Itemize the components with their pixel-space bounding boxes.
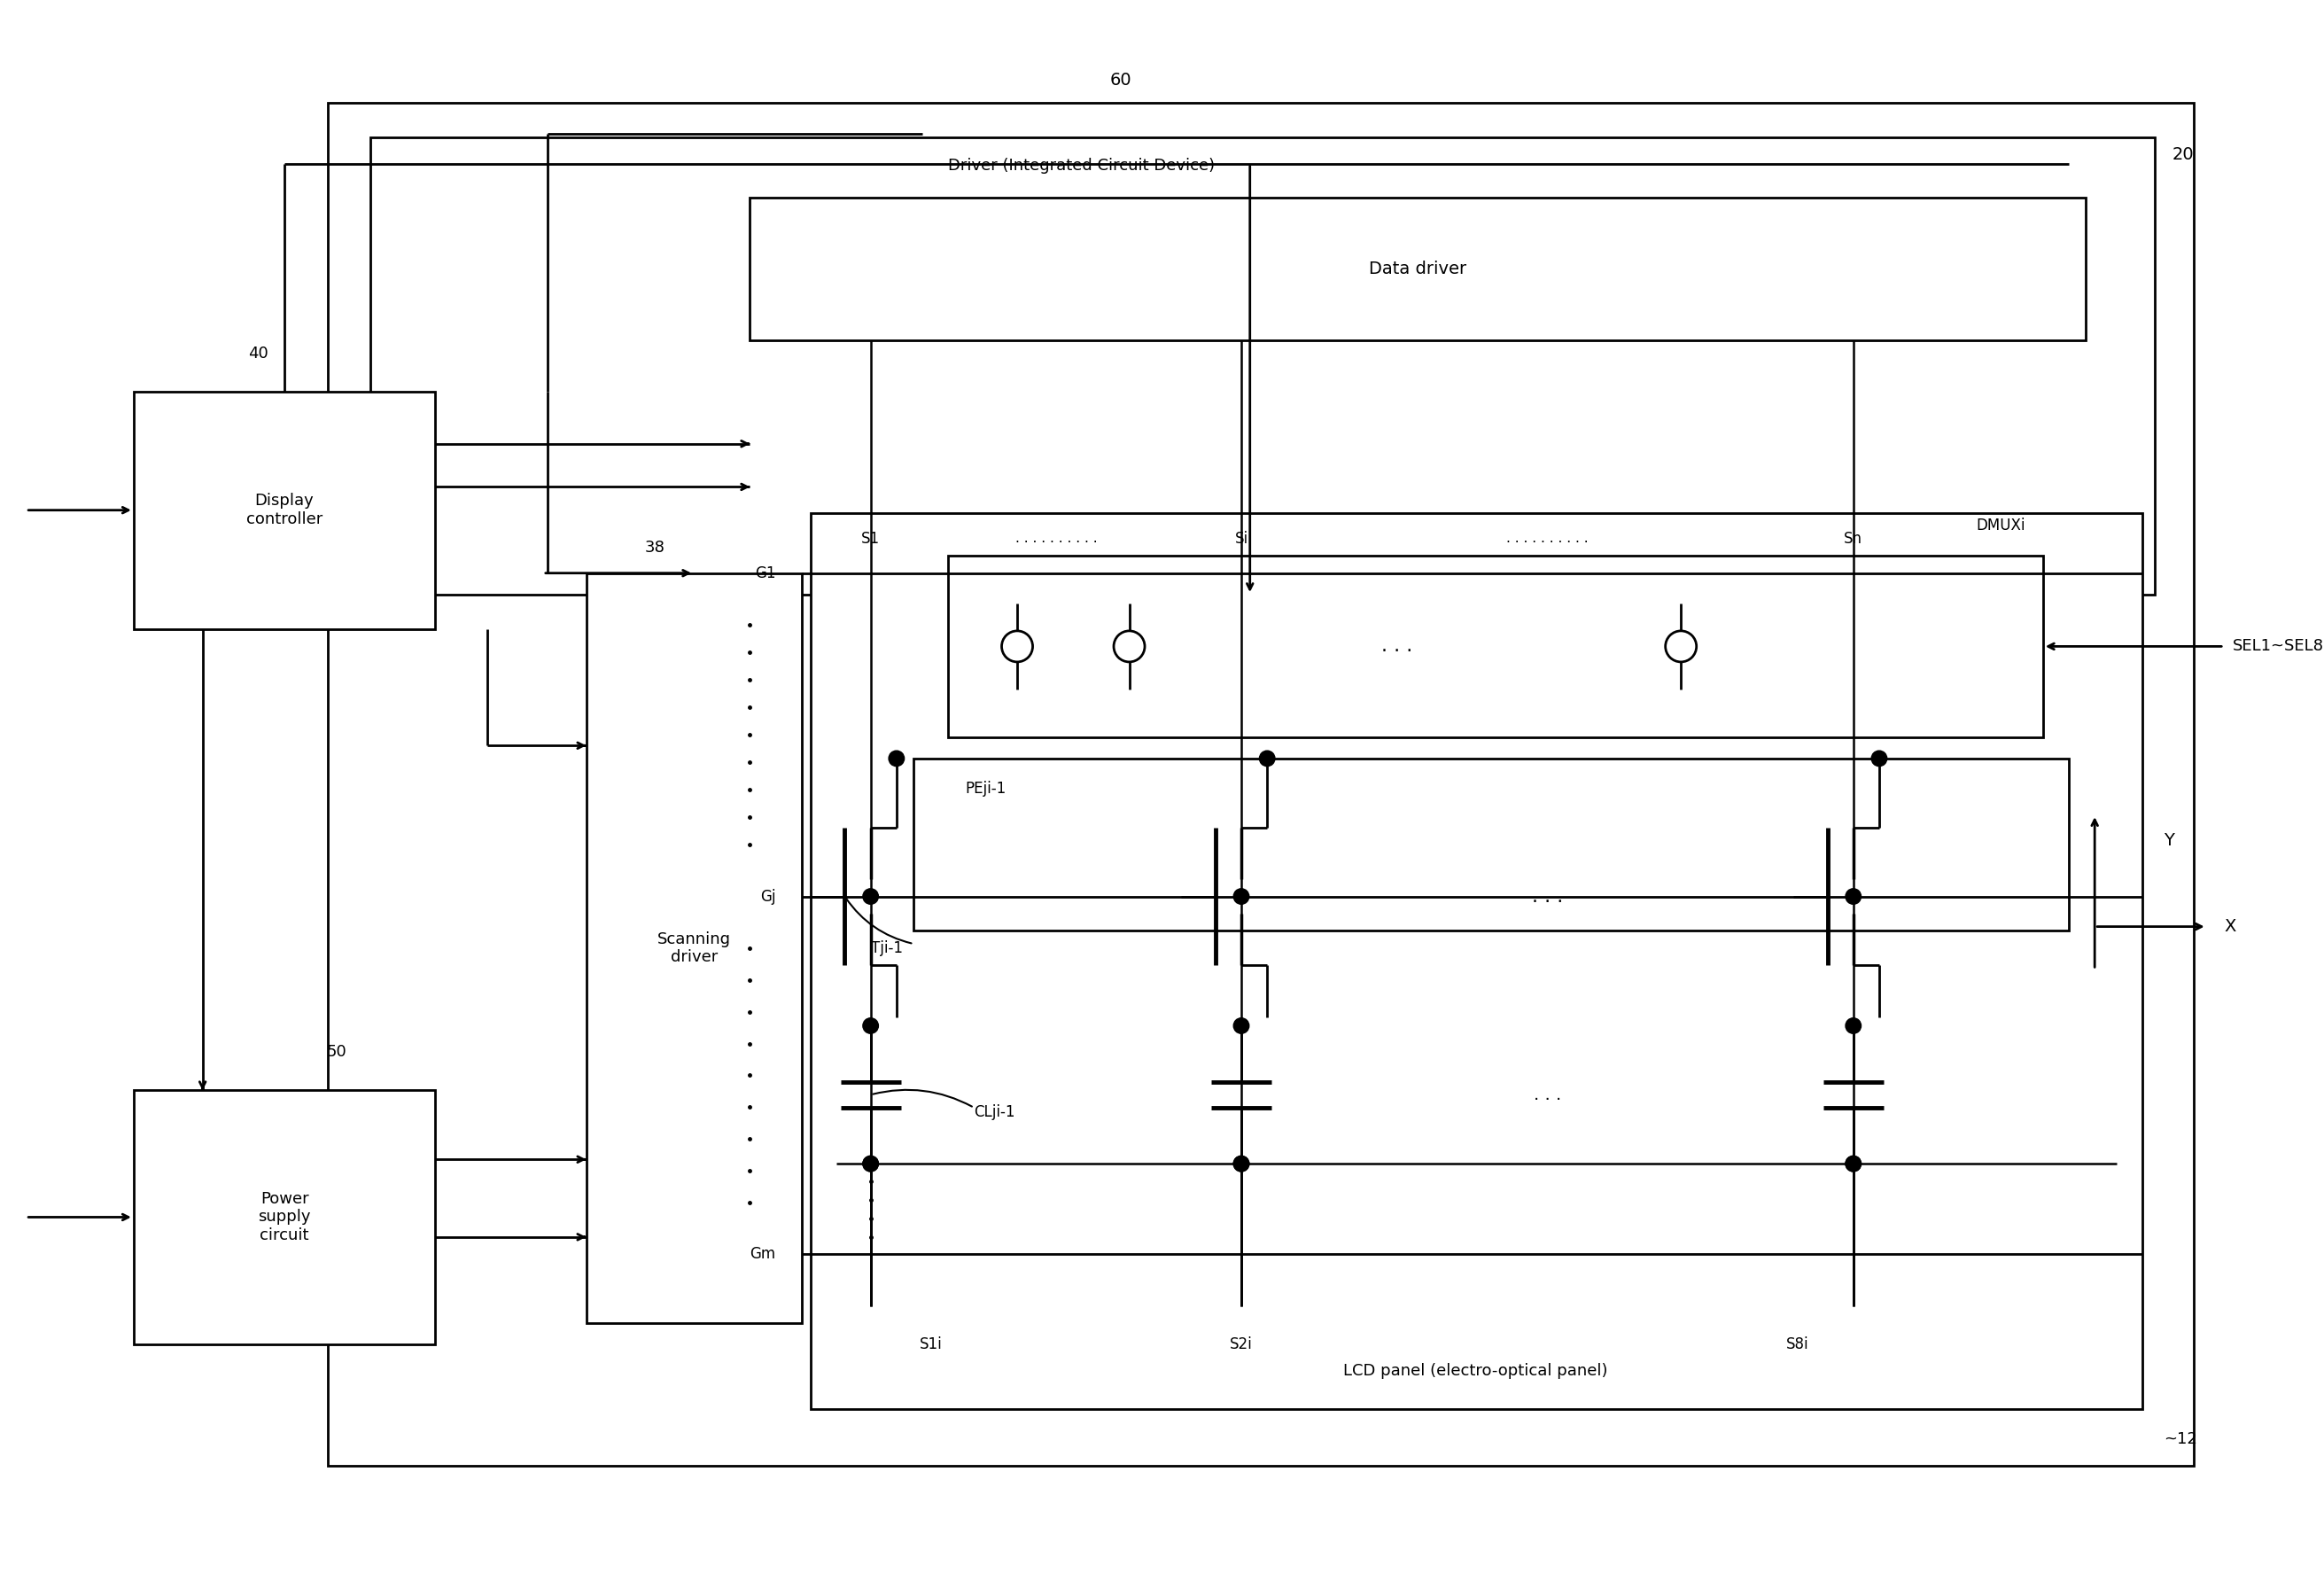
- Circle shape: [1845, 1156, 1862, 1172]
- Text: Si: Si: [1234, 530, 1248, 546]
- Text: 50: 50: [325, 1043, 346, 1060]
- Text: 38: 38: [646, 540, 665, 555]
- Text: S2i: S2i: [1229, 1337, 1253, 1353]
- Bar: [132, 392, 435, 629]
- Circle shape: [1260, 750, 1276, 766]
- Text: Tji-1: Tji-1: [872, 941, 902, 956]
- Text: . . . . . . . . . .: . . . . . . . . . .: [1506, 532, 1587, 546]
- Bar: [328, 104, 2194, 1466]
- Text: S8i: S8i: [1785, 1337, 1808, 1353]
- Text: G1: G1: [755, 565, 776, 580]
- Text: S1: S1: [862, 530, 881, 546]
- Text: Scanning
driver: Scanning driver: [658, 931, 730, 966]
- Circle shape: [1871, 750, 1887, 766]
- Circle shape: [1845, 1156, 1862, 1172]
- Text: . . .: . . .: [1380, 637, 1413, 656]
- Circle shape: [1845, 889, 1862, 904]
- Text: PEji-1: PEji-1: [964, 780, 1006, 796]
- Text: LCD panel (electro-optical panel): LCD panel (electro-optical panel): [1343, 1362, 1608, 1378]
- Bar: [586, 573, 802, 1323]
- Bar: [948, 555, 2043, 736]
- Circle shape: [1666, 631, 1697, 662]
- Text: . . .: . . .: [1532, 887, 1564, 906]
- Text: 40: 40: [249, 344, 270, 362]
- Circle shape: [1845, 1018, 1862, 1033]
- Text: 20: 20: [2173, 146, 2194, 164]
- Text: Gm: Gm: [751, 1246, 776, 1262]
- Circle shape: [1234, 1156, 1248, 1172]
- Bar: [370, 138, 2154, 595]
- Circle shape: [1234, 1156, 1248, 1172]
- Circle shape: [862, 1156, 878, 1172]
- Text: Driver (Integrated Circuit Device): Driver (Integrated Circuit Device): [948, 159, 1215, 175]
- Circle shape: [1234, 1018, 1248, 1033]
- Circle shape: [1002, 631, 1032, 662]
- Bar: [913, 758, 2068, 931]
- Bar: [751, 198, 2087, 340]
- Text: X: X: [2224, 919, 2236, 934]
- Text: 60: 60: [1111, 71, 1132, 88]
- Circle shape: [1234, 889, 1248, 904]
- Text: ~12: ~12: [2164, 1431, 2199, 1447]
- Circle shape: [1113, 631, 1146, 662]
- Text: SEL1~SEL8: SEL1~SEL8: [2233, 639, 2324, 654]
- Text: Sn: Sn: [1843, 530, 1862, 546]
- Text: S1i: S1i: [920, 1337, 944, 1353]
- Text: Power
supply
circuit: Power supply circuit: [258, 1191, 311, 1244]
- Text: DMUXi: DMUXi: [1975, 518, 2027, 533]
- Text: Display
controller: Display controller: [246, 492, 323, 527]
- Text: Data driver: Data driver: [1369, 260, 1466, 277]
- Circle shape: [862, 1018, 878, 1033]
- Circle shape: [862, 1156, 878, 1172]
- Circle shape: [888, 750, 904, 766]
- Bar: [811, 513, 2143, 1409]
- Text: Y: Y: [2164, 832, 2175, 849]
- Bar: [132, 1090, 435, 1345]
- Text: . . .: . . .: [1534, 1087, 1562, 1103]
- Text: Gj: Gj: [760, 889, 776, 904]
- Text: CLji-1: CLji-1: [974, 1104, 1016, 1120]
- Text: . . . . . . . . . .: . . . . . . . . . .: [1016, 532, 1097, 546]
- Circle shape: [862, 889, 878, 904]
